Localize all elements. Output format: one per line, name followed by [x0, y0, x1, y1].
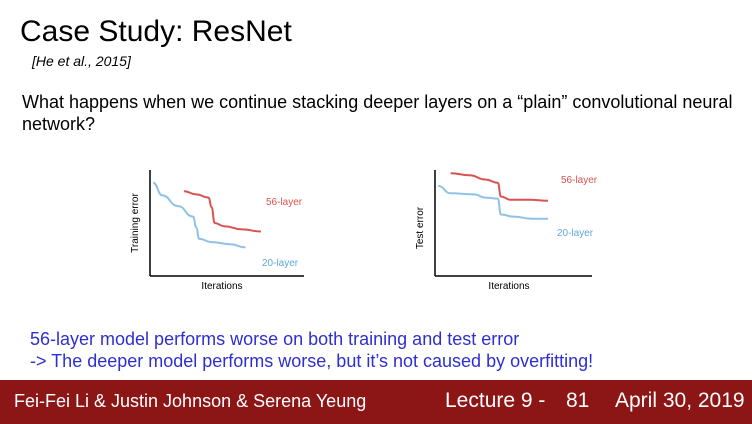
y-axis-label: Training error [130, 193, 141, 253]
question-text: What happens when we continue stacking d… [22, 92, 733, 134]
footer-bar: Fei-Fei Li & Justin Johnson & Serena Yeu… [0, 380, 752, 424]
page-number: 81 [566, 389, 590, 412]
figure-plots: Training error Iterations 56-layer 20-la… [130, 170, 598, 292]
y-axis-label: Test error [415, 206, 426, 249]
footer-authors: Fei-Fei Li & Justin Johnson & Serena Yeu… [14, 391, 367, 411]
series-line-56-layer [183, 190, 261, 233]
series-line-56-layer [450, 172, 549, 202]
test-error-chart: Test error Iterations 56-layer 20-layer [415, 170, 598, 292]
series-line-20-layer [437, 184, 548, 220]
series-label-20-layer: 20-layer [262, 258, 299, 269]
x-axis-label: Iterations [201, 281, 242, 292]
citation: [He et al., 2015] [32, 53, 131, 69]
x-axis-label: Iterations [488, 281, 529, 292]
footer-date: April 30, 2019 [615, 389, 745, 412]
training-error-chart: Training error Iterations 56-layer 20-la… [130, 170, 304, 292]
series-line-20-layer [152, 181, 246, 249]
series-label-56-layer: 56-layer [266, 197, 303, 208]
conclusion-line-2: -> The deeper model performs worse, but … [30, 351, 594, 371]
series-label-20-layer: 20-layer [557, 228, 594, 239]
footer-lecture: Lecture 9 - [445, 389, 546, 412]
slide-title: Case Study: ResNet [20, 15, 292, 48]
conclusion-line-1: 56-layer model performs worse on both tr… [30, 329, 520, 349]
conclusion-text: 56-layer model performs worse on both tr… [30, 328, 593, 372]
series-label-56-layer: 56-layer [561, 175, 598, 186]
